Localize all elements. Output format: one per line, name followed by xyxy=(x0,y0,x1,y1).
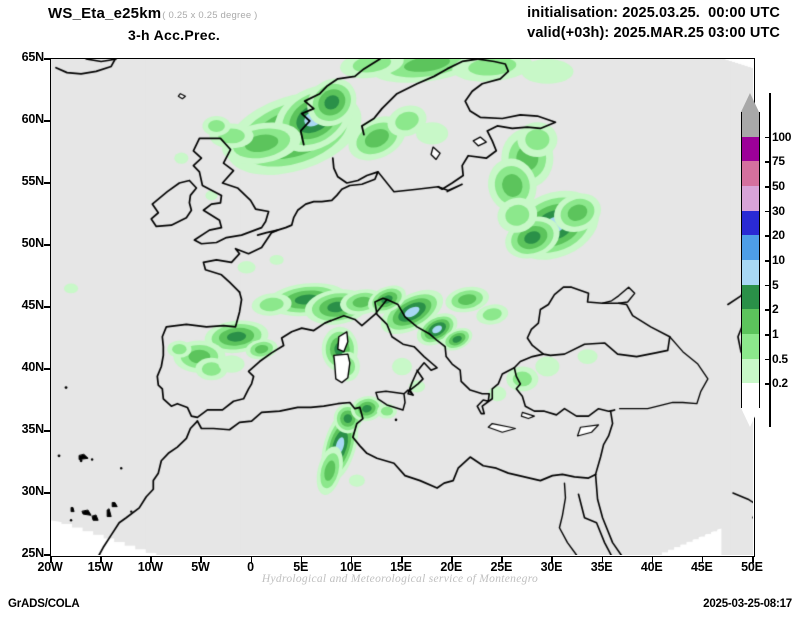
colorbar-label-10: 10 xyxy=(772,253,785,267)
map-plot-area[interactable] xyxy=(50,58,755,557)
lat-label-65N: 65N xyxy=(21,50,45,64)
colorbar-label-20: 20 xyxy=(772,228,785,243)
lon-tick xyxy=(752,557,754,563)
lat-tick xyxy=(44,306,50,308)
lon-label-50E: 50E xyxy=(741,560,763,574)
lon-tick xyxy=(100,557,102,563)
lat-label-40N: 40N xyxy=(21,360,45,374)
colorbar-band-10-20 xyxy=(741,235,760,260)
colorbar-band-75-100 xyxy=(741,136,760,162)
precipitation-map-canvas[interactable] xyxy=(51,59,753,555)
lat-tick xyxy=(44,58,50,60)
lon-tick xyxy=(601,557,604,563)
colorbar-tick xyxy=(765,210,771,213)
colorbar-tick xyxy=(765,284,771,287)
colorbar-bottom-arrow-icon xyxy=(741,408,759,427)
lon-tick xyxy=(451,557,453,563)
colorbar-label-0.5: 0.5 xyxy=(772,351,788,366)
colorbar-tick xyxy=(765,383,771,385)
lon-label-15E: 15E xyxy=(390,560,412,574)
valid-time: valid(+03h): 2025.MAR.25 03:00 UTC xyxy=(527,25,780,41)
colorbar-label-50: 50 xyxy=(772,179,785,193)
service-credit: Hydrological and Meteorological service … xyxy=(261,573,539,585)
lon-tick xyxy=(50,557,52,563)
colorbar-band-<0.2 xyxy=(741,383,760,408)
lon-tick xyxy=(701,557,704,563)
lon-tick xyxy=(501,557,503,563)
colorbar-label-5: 5 xyxy=(772,277,779,292)
colorbar-band->100 xyxy=(741,112,760,137)
lon-label-5E: 5E xyxy=(293,560,309,574)
header-left-block: WS_Eta_e25km( 0.25 x 0.25 degree ) 3-h A… xyxy=(48,5,428,43)
colorbar-band-2-5 xyxy=(741,284,760,310)
colorbar-top-arrow-icon xyxy=(741,93,759,112)
colorbar-label-0.2: 0.2 xyxy=(772,376,788,391)
lon-label-10W: 10W xyxy=(137,560,163,574)
colorbar-band-5-10 xyxy=(741,260,760,285)
lon-tick xyxy=(350,557,353,563)
colorbar-tick xyxy=(765,235,771,237)
lon-tick xyxy=(200,557,202,563)
lat-label-45N: 45N xyxy=(21,298,45,312)
field-name: 3-h Acc.Prec. xyxy=(128,27,221,43)
colorbar-label-1: 1 xyxy=(772,327,779,341)
lon-label-0: 0 xyxy=(247,560,254,574)
colorbar-tick xyxy=(765,186,771,188)
lat-label-50N: 50N xyxy=(21,236,45,250)
lat-tick xyxy=(44,368,50,370)
model-name: WS_Eta_e25km xyxy=(48,5,162,22)
lat-label-30N: 30N xyxy=(21,484,45,498)
lon-label-35E: 35E xyxy=(590,560,613,574)
header-right-block: initialisation: 2025.03.25. 00:00 UTC va… xyxy=(430,5,780,41)
lat-tick xyxy=(44,554,50,556)
colorbar-band-20-30 xyxy=(741,210,760,236)
lat-tick xyxy=(44,244,50,246)
colorbar-tick xyxy=(765,136,771,139)
lon-label-20W: 20W xyxy=(37,560,63,574)
colorbar-tick xyxy=(765,309,771,311)
precipitation-colorbar[interactable] xyxy=(741,93,761,427)
lat-label-60N: 60N xyxy=(21,112,45,126)
colorbar-tick xyxy=(765,358,771,361)
lat-tick xyxy=(44,120,50,122)
render-timestamp: 2025-03-25-08:17 xyxy=(703,598,792,610)
colorbar-band-0.2-0.5 xyxy=(741,358,760,384)
lon-tick xyxy=(150,557,152,563)
colorbar-tick xyxy=(765,260,771,262)
lat-label-55N: 55N xyxy=(21,174,45,188)
lon-label-10E: 10E xyxy=(340,560,362,574)
lat-label-35N: 35N xyxy=(21,422,45,436)
lon-label-15W: 15W xyxy=(87,560,113,574)
software-label: GrADS/COLA xyxy=(8,598,80,610)
lon-label-45E: 45E xyxy=(691,560,713,574)
lon-label-25E: 25E xyxy=(490,560,513,574)
colorbar-band-0.5-1 xyxy=(741,334,760,359)
lon-tick xyxy=(401,557,403,563)
colorbar-band-50-75 xyxy=(741,161,760,186)
lon-tick xyxy=(551,557,553,563)
chart-header: WS_Eta_e25km( 0.25 x 0.25 degree ) 3-h A… xyxy=(0,0,800,50)
lon-tick xyxy=(250,557,253,563)
lat-label-25N: 25N xyxy=(21,546,45,560)
colorbar-label-75: 75 xyxy=(772,154,785,169)
lon-label-5W: 5W xyxy=(191,560,210,574)
colorbar-band-1-2 xyxy=(741,309,760,334)
colorbar-tick xyxy=(765,161,771,163)
colorbar-label-100: 100 xyxy=(772,129,792,144)
colorbar-label-30: 30 xyxy=(772,203,785,218)
lat-tick xyxy=(44,430,50,432)
colorbar-tick xyxy=(765,334,771,336)
lon-label-40E: 40E xyxy=(640,560,663,574)
colorbar-band-30-50 xyxy=(741,186,760,211)
lat-tick xyxy=(44,492,50,494)
initialisation-time: initialisation: 2025.03.25. 00:00 UTC xyxy=(527,5,780,21)
lon-tick xyxy=(651,557,654,563)
colorbar-label-2: 2 xyxy=(772,302,779,317)
lon-tick xyxy=(300,557,303,563)
lat-tick xyxy=(44,182,50,184)
lon-label-30E: 30E xyxy=(540,560,563,574)
model-resolution: ( 0.25 x 0.25 degree ) xyxy=(162,10,258,21)
lon-label-20E: 20E xyxy=(440,560,462,574)
